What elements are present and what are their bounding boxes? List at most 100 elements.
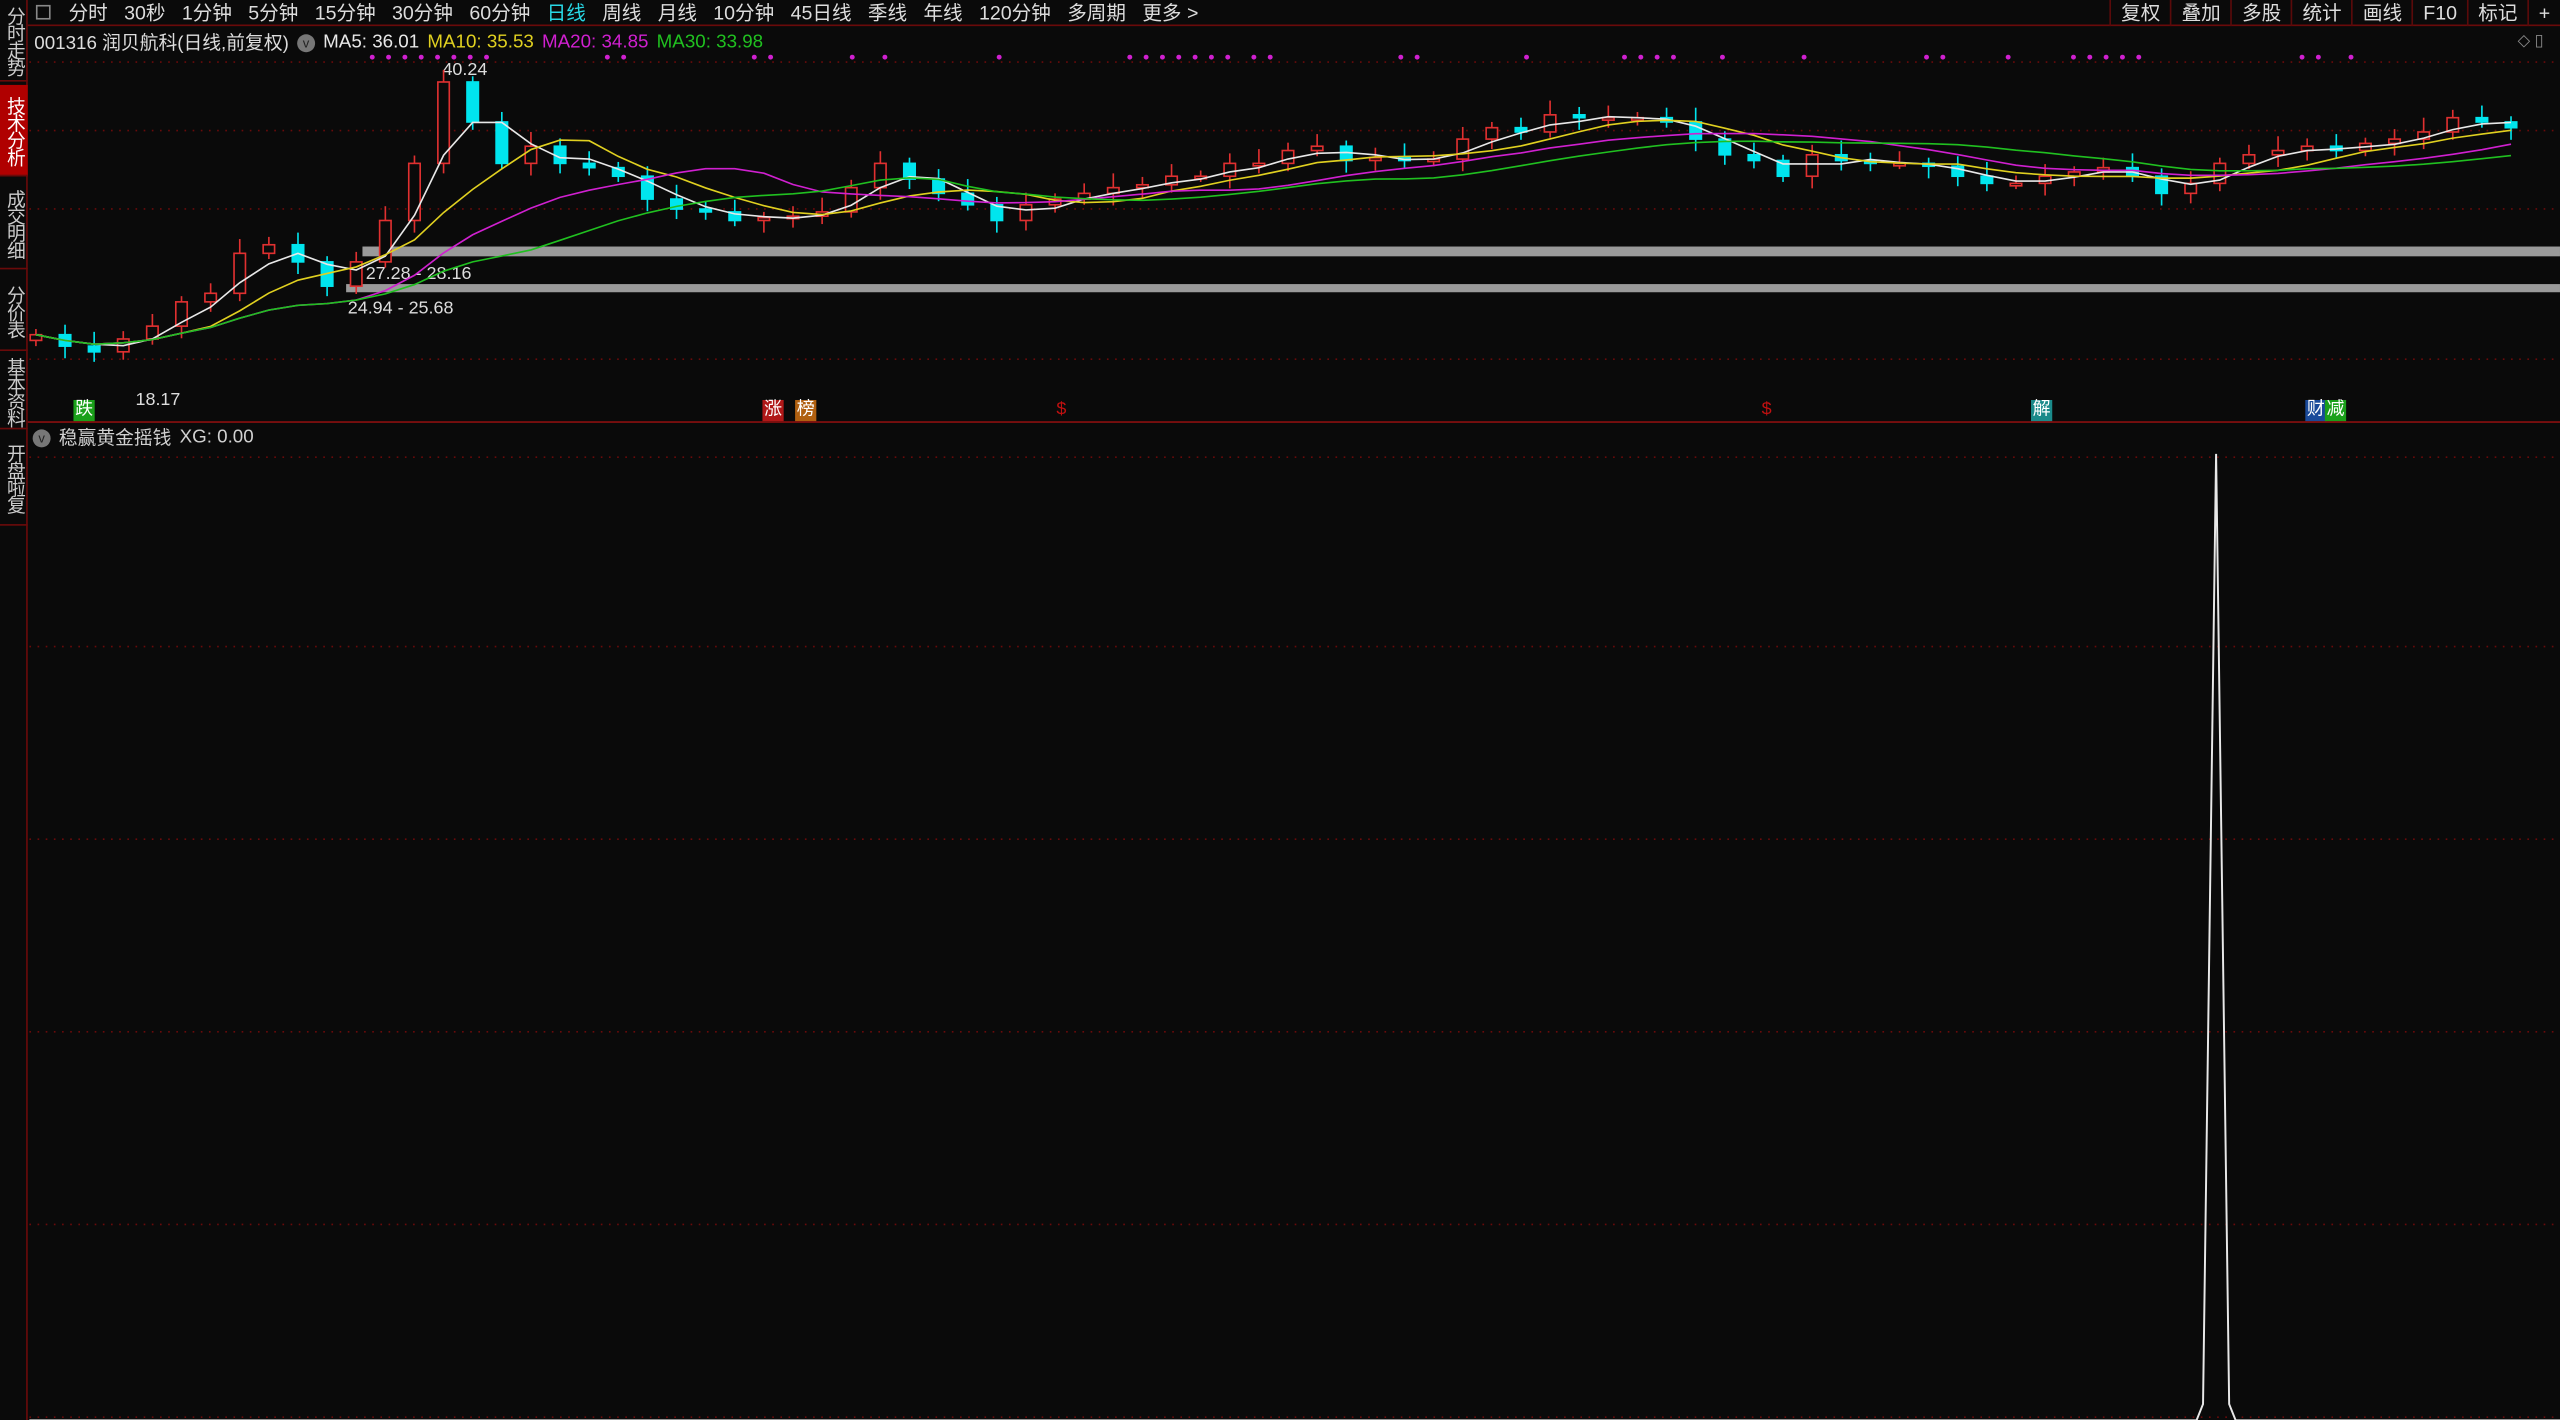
- signal-dot: [2005, 54, 2011, 60]
- signal-dot: [2087, 54, 2093, 60]
- signal-dot: [402, 54, 408, 60]
- period-tab[interactable]: 周线: [602, 0, 642, 24]
- period-tab[interactable]: 15分钟: [314, 0, 376, 24]
- signal-dot: [882, 54, 888, 60]
- candle: [728, 211, 742, 222]
- candle: [2213, 162, 2227, 185]
- support-zone-bar: [346, 284, 2560, 293]
- signal-dot: [849, 54, 855, 60]
- indicator-xg: XG: 0.00: [179, 427, 254, 448]
- signal-dot: [2103, 54, 2109, 60]
- period-tab[interactable]: 60分钟: [469, 0, 531, 24]
- candle: [2446, 116, 2460, 133]
- signal-dot: [1414, 54, 1420, 60]
- period-tab[interactable]: 120分钟: [978, 0, 1051, 24]
- signal-dot: [2119, 54, 2125, 60]
- event-marker[interactable]: 榜: [795, 399, 817, 422]
- signal-dot: [1622, 54, 1627, 60]
- candle: [233, 252, 247, 295]
- zone1-label: 27.28 - 28.16: [366, 263, 472, 283]
- toolbar-button[interactable]: 画线: [2351, 0, 2411, 27]
- period-tab[interactable]: 多周期: [1067, 0, 1126, 24]
- candle: [437, 81, 451, 165]
- collapse-icon[interactable]: v: [32, 428, 51, 447]
- candle: [1019, 203, 1033, 222]
- signal-dot: [1719, 54, 1725, 60]
- candle: [349, 261, 363, 287]
- signal-dot: [1143, 54, 1149, 60]
- signal-dot: [1398, 54, 1404, 60]
- candle: [961, 192, 975, 206]
- toolbar-button[interactable]: 叠加: [2170, 0, 2230, 27]
- toolbar-button[interactable]: 复权: [2109, 0, 2170, 27]
- toolbar-button[interactable]: F10: [2411, 0, 2467, 27]
- event-marker[interactable]: 财: [2305, 399, 2327, 422]
- candle: [1223, 162, 1237, 178]
- candle: [699, 208, 713, 213]
- candle: [1601, 116, 1615, 121]
- period-tab[interactable]: 30秒: [124, 0, 166, 24]
- candle: [174, 301, 189, 327]
- signal-dot: [1940, 54, 1946, 60]
- indicator-label: v 稳赢黄金摇钱 XG: 0.00: [32, 424, 262, 450]
- event-marker[interactable]: 涨: [762, 399, 784, 422]
- period-tab[interactable]: 分时: [68, 0, 108, 24]
- candle: [1980, 175, 1994, 185]
- period-tab[interactable]: 30分钟: [392, 0, 454, 24]
- period-tab[interactable]: 月线: [657, 0, 697, 24]
- sidebar-tab[interactable]: 分价表: [0, 273, 28, 352]
- signal-dot: [1654, 54, 1660, 60]
- period-tab[interactable]: 1分钟: [181, 0, 232, 24]
- collapse-icon[interactable]: v: [297, 33, 315, 52]
- sidebar-tab[interactable]: 基本资料: [0, 354, 28, 430]
- sidebar-tab[interactable]: 技术分析: [0, 84, 28, 177]
- sidebar-tab[interactable]: 成交明细: [0, 180, 28, 270]
- window-icon[interactable]: [35, 4, 51, 20]
- period-tab[interactable]: 5分钟: [248, 0, 299, 24]
- signal-dot: [621, 54, 627, 60]
- period-tab[interactable]: 45日线: [790, 0, 852, 24]
- candle: [495, 121, 509, 165]
- signal-dot: [1208, 54, 1214, 60]
- signal-dot: [386, 54, 392, 60]
- period-tab[interactable]: 日线: [546, 0, 586, 24]
- candle: [466, 81, 480, 123]
- candle: [553, 145, 567, 165]
- diamond-icon[interactable]: ◇ ▯: [2517, 32, 2544, 51]
- signal-dot: [2315, 54, 2321, 60]
- period-tab[interactable]: 季线: [867, 0, 908, 24]
- period-tab[interactable]: 年线: [923, 0, 963, 24]
- indicator-xg-line: [29, 453, 2560, 1420]
- toolbar-button[interactable]: 统计: [2291, 0, 2351, 27]
- candle: [844, 186, 858, 213]
- toolbar-button[interactable]: 标记: [2466, 0, 2527, 27]
- support-zone-bar: [362, 246, 2560, 257]
- candle: [524, 145, 538, 165]
- sidebar-tab[interactable]: 开盘啦复: [0, 433, 28, 526]
- panel-divider[interactable]: [27, 421, 2560, 423]
- event-marker[interactable]: $: [1761, 399, 1772, 420]
- candle: [1805, 153, 1819, 178]
- sidebar-tab[interactable]: 分时走势: [0, 0, 28, 82]
- candle: [640, 175, 654, 200]
- event-marker[interactable]: 解: [2031, 399, 2053, 422]
- signal-dot: [1924, 54, 1929, 60]
- toolbar-button[interactable]: +: [2527, 0, 2560, 27]
- event-marker[interactable]: 减: [2324, 399, 2347, 422]
- signal-dot: [751, 54, 757, 60]
- zone2-label: 24.94 - 25.68: [348, 297, 454, 317]
- period-tab[interactable]: 10分钟: [713, 0, 775, 24]
- signal-dot: [435, 54, 440, 60]
- ma20-value: MA20: 34.85: [542, 32, 649, 53]
- event-marker[interactable]: 跌: [73, 399, 95, 422]
- signal-dot: [604, 54, 610, 60]
- ma10-line: [35, 119, 2512, 345]
- candle: [2417, 131, 2431, 140]
- period-tab[interactable]: 更多 >: [1142, 0, 1199, 24]
- candle: [1135, 183, 1149, 189]
- candle: [2242, 153, 2256, 165]
- toolbar-button[interactable]: 多股: [2230, 0, 2291, 27]
- event-marker[interactable]: $: [1056, 399, 1067, 420]
